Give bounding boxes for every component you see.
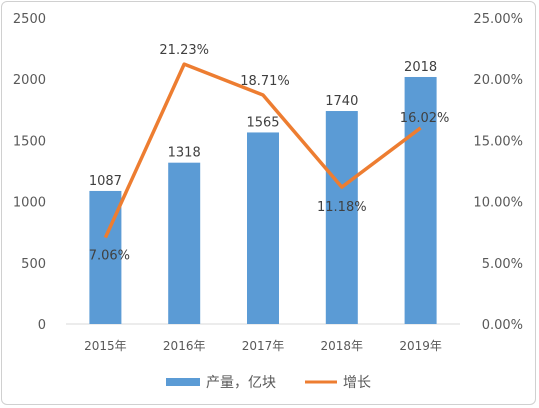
bar-value-label: 1318 bbox=[168, 146, 201, 161]
bar-value-label: 1565 bbox=[246, 115, 279, 130]
line-value-label: 18.71% bbox=[240, 74, 290, 89]
right-tick-label: 0.00% bbox=[482, 318, 523, 333]
line-data-labels: 7.06% 21.23% 18.71% 11.18% 16.02% bbox=[89, 43, 450, 263]
left-tick-label: 2000 bbox=[13, 73, 46, 88]
bar-value-label: 2018 bbox=[404, 60, 437, 75]
x-tick-label: 2019年 bbox=[399, 339, 442, 353]
legend-label-bar: 产量，亿块 bbox=[206, 375, 276, 391]
growth-line bbox=[103, 62, 422, 239]
bar bbox=[247, 132, 279, 324]
line-value-label: 21.23% bbox=[159, 43, 209, 58]
bar-series bbox=[89, 76, 437, 325]
right-tick-label: 15.00% bbox=[473, 134, 523, 149]
line-value-label: 11.18% bbox=[317, 200, 367, 215]
left-axis-ticks: 0 500 1000 1500 2000 2500 bbox=[13, 12, 46, 333]
right-tick-label: 5.00% bbox=[482, 257, 523, 272]
right-tick-label: 20.00% bbox=[473, 73, 523, 88]
bar bbox=[325, 111, 358, 324]
right-axis-ticks: 0.00% 5.00% 10.00% 15.00% 20.00% 25.00% bbox=[473, 12, 523, 333]
line-series bbox=[103, 62, 422, 239]
x-tick-label: 2015年 bbox=[84, 339, 127, 353]
left-tick-label: 1000 bbox=[13, 196, 46, 211]
bar-data-labels: 1087 1318 1565 1740 2018 bbox=[89, 60, 437, 189]
left-tick-label: 0 bbox=[38, 318, 46, 333]
left-tick-label: 500 bbox=[21, 257, 46, 272]
right-tick-label: 25.00% bbox=[473, 12, 523, 27]
left-tick-label: 1500 bbox=[13, 134, 46, 149]
x-tick-label: 2017年 bbox=[242, 339, 285, 353]
line-value-label: 7.06% bbox=[89, 249, 130, 264]
left-tick-label: 2500 bbox=[13, 12, 46, 27]
legend: 产量，亿块 增长 bbox=[166, 375, 371, 391]
x-tick-label: 2016年 bbox=[163, 339, 206, 353]
bar-value-label: 1087 bbox=[89, 174, 122, 189]
legend-swatch-bar bbox=[166, 378, 200, 386]
bar-value-label: 1740 bbox=[325, 94, 358, 109]
x-axis-ticks: 2015年 2016年 2017年 2018年 2019年 bbox=[84, 339, 442, 353]
line-value-label: 16.02% bbox=[400, 111, 450, 126]
bar bbox=[168, 162, 201, 324]
x-tick-label: 2018年 bbox=[321, 339, 364, 353]
legend-label-line: 增长 bbox=[343, 375, 371, 391]
bar bbox=[404, 76, 437, 325]
right-tick-label: 10.00% bbox=[473, 196, 523, 211]
